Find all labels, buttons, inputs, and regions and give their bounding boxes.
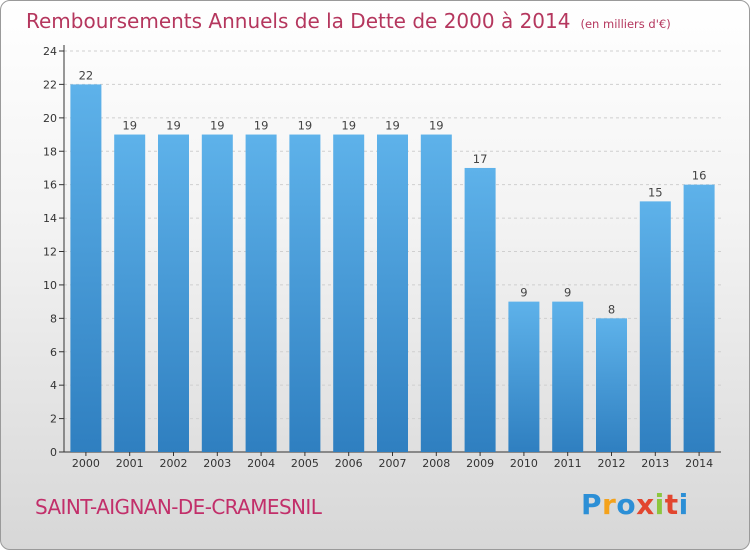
- x-tick-label: 2001: [116, 457, 144, 470]
- chart-title: Remboursements Annuels de la Dette de 20…: [26, 9, 671, 33]
- y-tick-label: 8: [50, 312, 57, 325]
- x-tick-label: 2006: [335, 457, 363, 470]
- x-tick-label: 2004: [247, 457, 275, 470]
- bar-2003: [201, 134, 233, 452]
- y-tick-label: 24: [43, 45, 57, 58]
- data-label: 22: [79, 68, 94, 82]
- data-label: 16: [692, 169, 707, 183]
- bar-2006: [333, 134, 365, 452]
- x-tick-label: 2003: [203, 457, 231, 470]
- bar-2004: [245, 134, 277, 452]
- bar-2013: [639, 201, 671, 452]
- y-tick-label: 6: [50, 346, 57, 359]
- bar-2001: [114, 134, 146, 452]
- y-tick-label: 0: [50, 446, 57, 459]
- x-tick-label: 2010: [510, 457, 538, 470]
- data-label: 19: [254, 119, 269, 133]
- brand-letter: r: [602, 488, 617, 521]
- bar-2014: [683, 184, 715, 452]
- x-tick-label: 2011: [554, 457, 582, 470]
- y-tick-label: 12: [43, 246, 57, 259]
- y-tick-label: 20: [43, 112, 57, 125]
- data-label: 9: [520, 286, 527, 300]
- y-tick-label: 10: [43, 279, 57, 292]
- commune-name: SAINT-AIGNAN-DE-CRAMESNIL: [35, 495, 322, 519]
- x-tick-label: 2005: [291, 457, 319, 470]
- data-labels: 22 19 19 19 19 19 19 19 19 17 9 9 8 15 16: [79, 68, 707, 316]
- x-tick-label: 2013: [641, 457, 669, 470]
- data-label: 19: [166, 119, 181, 133]
- brand-letter: o: [616, 488, 637, 521]
- x-tick-label: 2009: [466, 457, 494, 470]
- brand-letter: i: [654, 488, 665, 521]
- x-tick-label: 2000: [72, 457, 100, 470]
- y-tick-label: 2: [50, 413, 57, 426]
- chart-unit-subtitle: (en milliers d'€): [580, 17, 671, 31]
- brand-letter: t: [664, 488, 679, 521]
- bars: [70, 84, 715, 453]
- chart-title-text: Remboursements Annuels de la Dette de 20…: [26, 9, 571, 33]
- data-label: 19: [341, 119, 356, 133]
- bar-2012: [596, 318, 627, 452]
- x-tick-label: 2002: [160, 457, 188, 470]
- x-tick-label: 2007: [379, 457, 407, 470]
- y-tick-label: 4: [50, 379, 57, 392]
- y-tick-label: 22: [43, 78, 57, 91]
- y-tick-label: 18: [43, 145, 57, 158]
- x-tick-label: 2008: [422, 457, 450, 470]
- data-label: 9: [564, 286, 571, 300]
- x-tick-label: 2014: [685, 457, 713, 470]
- y-tick-label: 16: [43, 179, 57, 192]
- bar-2000: [70, 84, 102, 453]
- data-label: 19: [298, 119, 313, 133]
- brand-letter: P: [581, 488, 603, 521]
- bar-2010: [508, 301, 540, 452]
- data-label: 8: [608, 302, 615, 316]
- brand-letter: i: [678, 488, 689, 521]
- brand-letter: x: [636, 488, 655, 521]
- data-label: 19: [385, 119, 400, 133]
- proxiti-logo[interactable]: Proxiti: [581, 488, 689, 521]
- bar-2002: [158, 134, 189, 452]
- data-label: 19: [210, 119, 225, 133]
- bar-2007: [377, 134, 408, 452]
- bar-2008: [420, 134, 452, 452]
- data-label: 19: [429, 119, 444, 133]
- data-label: 15: [648, 185, 663, 199]
- bar-2009: [464, 167, 496, 453]
- x-tick-label: 2012: [598, 457, 626, 470]
- bar-2011: [552, 301, 584, 452]
- data-label: 17: [473, 152, 488, 166]
- bar-2005: [289, 134, 321, 452]
- data-label: 19: [122, 119, 137, 133]
- y-tick-label: 14: [43, 212, 57, 225]
